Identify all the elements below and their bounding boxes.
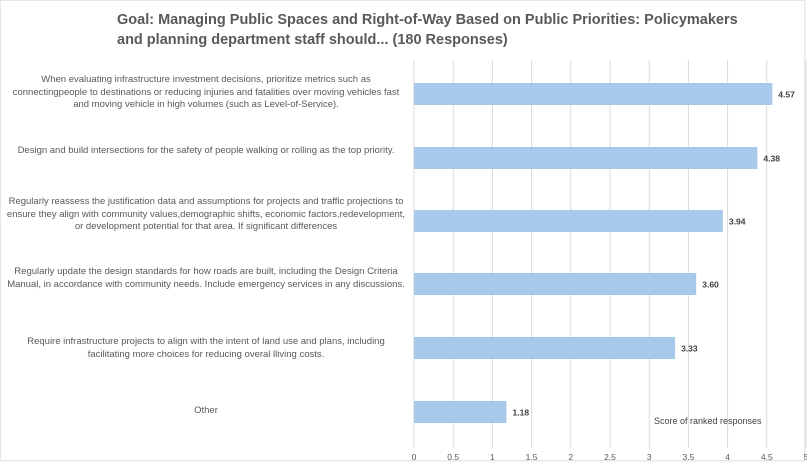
bar-value-label-3: 3.94 bbox=[729, 217, 746, 227]
x-tick-label-10: 5 bbox=[804, 452, 807, 462]
category-label-2: Design and build intersections for the s… bbox=[17, 145, 395, 156]
category-label-4: Regularly update the design standards fo… bbox=[7, 266, 405, 290]
bar-3 bbox=[414, 210, 723, 232]
bar-5 bbox=[414, 337, 676, 359]
chart-title: Goal: Managing Public Spaces and Right-o… bbox=[117, 12, 738, 48]
x-tick-label-6: 3 bbox=[647, 452, 652, 462]
bar-2 bbox=[414, 147, 758, 169]
x-tick-label-3: 1.5 bbox=[526, 452, 538, 462]
bar-value-label-5: 3.33 bbox=[681, 344, 698, 354]
bar-value-label-2: 4.38 bbox=[763, 154, 780, 164]
bar-4 bbox=[414, 273, 697, 295]
category-label-6: Other bbox=[194, 405, 218, 416]
category-label-1: When evaluating infrastructure investmen… bbox=[12, 74, 400, 111]
x-tick-label-1: 0.5 bbox=[447, 452, 459, 462]
x-tick-label-7: 3.5 bbox=[682, 452, 694, 462]
bar-value-label-6: 1.18 bbox=[513, 408, 530, 418]
x-tick-label-0: 0 bbox=[412, 452, 417, 462]
bar-1 bbox=[414, 83, 773, 105]
category-label-5: Require infrastructure projects to align… bbox=[27, 336, 385, 360]
x-axis-title: Score of ranked responses bbox=[654, 416, 762, 426]
bar-6 bbox=[414, 401, 507, 423]
bar-value-label-1: 4.57 bbox=[778, 90, 795, 100]
x-tick-label-4: 2 bbox=[568, 452, 573, 462]
x-tick-label-8: 4 bbox=[725, 452, 730, 462]
bar-value-label-4: 3.60 bbox=[702, 280, 719, 290]
x-tick-label-5: 2.5 bbox=[604, 452, 616, 462]
x-tick-label-2: 1 bbox=[490, 452, 495, 462]
x-tick-label-9: 4.5 bbox=[761, 452, 773, 462]
category-label-3: Regularly reassess the justification dat… bbox=[6, 196, 406, 233]
